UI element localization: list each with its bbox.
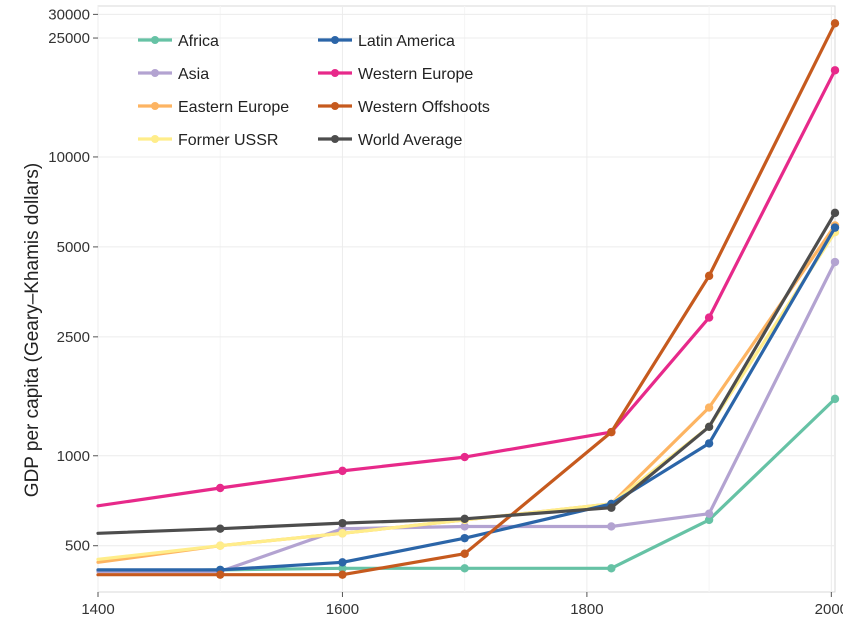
- data-point-asia: [460, 522, 469, 531]
- data-point-africa: [830, 394, 840, 404]
- legend-marker-latin-america: [331, 36, 339, 44]
- legend-label-eastern-europe: Eastern Europe: [178, 99, 289, 116]
- data-point-africa: [704, 515, 714, 525]
- x-tick-label: 1600: [326, 601, 359, 618]
- data-point-world-average: [704, 422, 714, 432]
- data-point-western-offshoots: [216, 570, 225, 579]
- data-point-africa: [460, 564, 469, 573]
- data-point-western-offshoots: [460, 549, 469, 558]
- axes: 500 1000 2500 5000 10000 25000 30000 1400 1600 18…: [48, 6, 843, 618]
- x-tick-label: 1400: [81, 601, 114, 618]
- legend-marker-former-ussr: [151, 135, 159, 143]
- data-point-western-europe: [216, 483, 225, 493]
- data-point-eastern-europe: [704, 403, 714, 412]
- y-tick-label: 5000: [57, 239, 90, 256]
- y-tick-label: 10000: [48, 149, 90, 166]
- data-point-world-average: [338, 518, 347, 528]
- series-lines: [96, 19, 840, 579]
- y-tick-label: 1000: [57, 448, 90, 465]
- legend-label-latin-america: Latin America: [358, 33, 455, 50]
- legend-marker-eastern-europe: [151, 102, 159, 110]
- data-point-western-offshoots: [704, 271, 714, 281]
- y-tick-label: 30000: [48, 6, 90, 23]
- legend-label-former-ussr: Former USSR: [178, 132, 278, 149]
- legend-marker-africa: [151, 36, 159, 44]
- data-point-latin-america: [338, 558, 347, 567]
- data-point-asia: [704, 509, 714, 518]
- legend-marker-western-europe: [331, 69, 339, 77]
- data-point-latin-america: [704, 439, 714, 448]
- data-point-asia: [607, 522, 616, 531]
- data-point-former-ussr: [216, 541, 225, 550]
- y-axis-title: GDP per capita (Geary–Khamis dollars): [22, 163, 43, 497]
- data-point-world-average: [607, 503, 616, 512]
- data-point-western-offshoots: [607, 427, 616, 437]
- data-point-latin-america: [460, 533, 469, 543]
- legend-label-asia: Asia: [178, 66, 209, 83]
- data-point-world-average: [830, 208, 840, 218]
- data-point-africa: [607, 564, 616, 573]
- legend-label-western-offshoots: Western Offshoots: [358, 99, 490, 116]
- data-point-world-average: [216, 524, 225, 533]
- data-point-western-europe: [830, 66, 840, 75]
- plot-background: [97, 5, 836, 593]
- data-point-latin-america: [830, 223, 840, 232]
- x-tick-label: 2000: [815, 601, 843, 618]
- data-point-western-offshoots: [338, 570, 347, 579]
- legend-marker-western-offshoots: [331, 102, 339, 110]
- legend-label-africa: Africa: [178, 33, 219, 50]
- legend: Africa Asia Eastern Europe Former USSR Latin…: [138, 33, 490, 149]
- data-point-former-ussr: [338, 529, 347, 538]
- y-tick-label: 500: [65, 538, 90, 555]
- legend-marker-world-average: [331, 135, 339, 143]
- legend-label-world-average: World Average: [358, 132, 462, 149]
- data-point-asia: [830, 257, 840, 267]
- data-point-western-europe: [338, 466, 347, 476]
- y-tick-label: 25000: [48, 30, 90, 47]
- legend-marker-asia: [151, 69, 159, 77]
- data-point-western-offshoots: [830, 19, 840, 28]
- x-tick-label: 1800: [570, 601, 603, 618]
- y-tick-label: 2500: [57, 329, 90, 346]
- data-point-world-average: [460, 514, 469, 524]
- data-point-africa: [338, 564, 347, 573]
- legend-label-western-europe: Western Europe: [358, 66, 473, 83]
- data-point-western-europe: [704, 313, 714, 322]
- data-point-western-europe: [460, 452, 469, 462]
